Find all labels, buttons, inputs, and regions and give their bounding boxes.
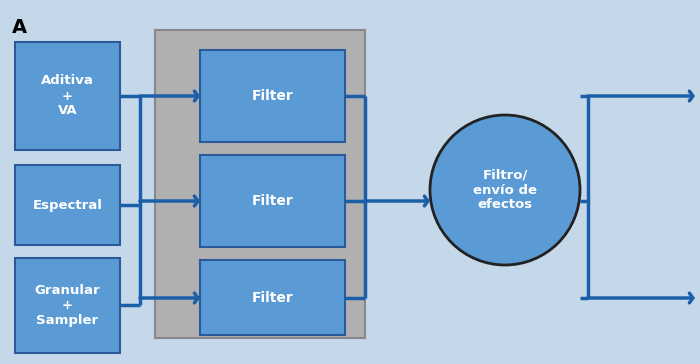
Bar: [200, 50, 345, 142]
Text: Aditiva
+
VA: Aditiva + VA: [41, 75, 94, 118]
Bar: [155, 30, 365, 338]
Text: Espectral: Espectral: [33, 198, 102, 211]
Bar: [15, 42, 120, 150]
Bar: [15, 258, 120, 353]
Text: Filter: Filter: [251, 290, 293, 305]
Bar: [200, 155, 345, 247]
Text: Granular
+
Sampler: Granular + Sampler: [35, 284, 100, 327]
Text: Filter: Filter: [251, 194, 293, 208]
Circle shape: [430, 115, 580, 265]
Text: Filter: Filter: [251, 89, 293, 103]
Bar: [15, 165, 120, 245]
Text: A: A: [12, 18, 27, 37]
Bar: [200, 260, 345, 335]
Text: Filtro/
envío de
efectos: Filtro/ envío de efectos: [473, 169, 537, 211]
